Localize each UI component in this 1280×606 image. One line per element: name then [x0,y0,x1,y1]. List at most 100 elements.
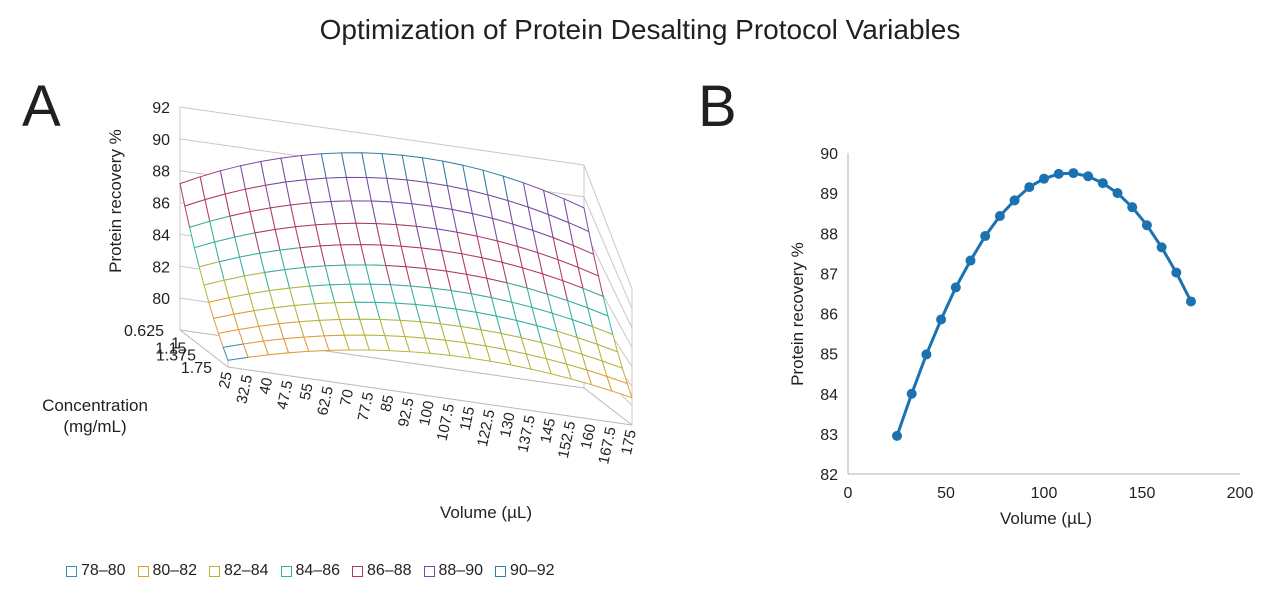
line-chart-series [892,168,1196,441]
line-y-tick-label: 82 [820,467,838,484]
recovery-point [994,210,1005,221]
floor-edge [179,329,229,368]
volume-axis-label: Volume (µL) [440,503,532,522]
recovery-point [1039,173,1049,184]
recovery-point [1156,242,1167,253]
legend-swatch [209,565,220,577]
volume-tick-label: 175 [618,428,640,456]
recovery-point [1141,220,1152,231]
legend-label: 84–86 [295,562,341,579]
recovery-point [936,314,947,325]
concentration-tick-label: 1.15 [155,340,186,357]
legend-label: 78–80 [81,562,126,579]
volume-tick-label: 130 [497,411,519,439]
legend-item: 78–80 [66,562,126,580]
surface-mesh [179,152,633,399]
z-axis-ticks: 80 82 84 86 88 90 92 [152,100,170,308]
volume-tick-label: 145 [537,417,559,445]
z-axis-label: Protein recovery % [106,129,125,273]
floor-edge [583,387,633,426]
line-y-tick-label: 89 [820,186,838,203]
line-y-tick-label: 85 [820,347,838,364]
volume-tick-label: 100 [416,399,438,427]
concentration-tick-label: 1.75 [181,360,212,377]
volume-tick-label: 160 [578,422,600,450]
volume-tick-label: 85 [377,393,397,413]
recovery-point [1112,188,1123,199]
concentration-label-line1: Concentration [42,396,148,415]
volume-tick-label: 47.5 [274,379,297,411]
back-wall-gridline [179,106,585,166]
line-y-tick-label: 88 [820,226,838,243]
recovery-point [1186,296,1196,307]
recovery-point [980,231,991,242]
recovery-point [950,282,961,293]
line-y-tick-label: 86 [820,307,838,324]
z-tick-label: 84 [152,227,170,244]
line-x-axis-label: Volume (µL) [1000,509,1092,528]
figure-title: Optimization of Protein Desalting Protoc… [319,14,961,45]
line-x-tick-label: 150 [1129,485,1156,502]
legend-label: 88–90 [438,562,484,579]
recovery-line [895,171,1193,437]
panel-a-label: A [22,74,61,139]
line-chart-ticks: 0 50 100 150 200 82 83 84 85 86 87 88 89 90 [820,146,1253,502]
legend-label: 80–82 [152,562,198,579]
legend-label: 86–88 [367,562,412,579]
line-x-tick-label: 50 [937,485,955,502]
legend-item: 88–90 [423,562,484,580]
recovery-point [892,430,902,441]
volume-tick-label: 55 [297,382,317,402]
z-tick-label: 86 [152,196,170,213]
recovery-point [1009,195,1020,206]
concentration-tick-label: 0.625 [124,323,164,340]
line-x-tick-label: 0 [844,485,853,502]
recovery-point [1171,267,1182,278]
volume-tick-label: 25 [216,370,236,390]
recovery-point [921,349,932,360]
panel-b-label: B [698,74,737,139]
line-x-tick-label: 100 [1031,485,1058,502]
legend-item: 90–92 [495,562,555,580]
concentration-tick-label: 1 [171,335,180,352]
line-y-tick-label: 90 [820,146,838,163]
legend-swatch [280,565,292,577]
z-tick-label: 90 [152,132,170,149]
legend-item: 86–88 [352,562,412,580]
volume-tick-label: 77.5 [355,391,378,423]
legend-label: 82–84 [224,562,269,579]
recovery-point [965,255,976,266]
volume-tick-label: 32.5 [233,373,256,405]
legend-swatch [495,565,506,577]
volume-tick-label: 40 [256,376,276,396]
recovery-point [1024,182,1035,193]
recovery-point [1083,171,1094,182]
legend-swatch [423,565,435,577]
z-tick-label: 80 [152,291,170,308]
concentration-tick-label: 1.375 [156,348,196,365]
volume-tick-label: 92.5 [395,396,418,428]
legend-item: 82–84 [209,562,269,580]
surface-legend: 78–80 80–82 82–84 84–86 86–88 88–90 90–9… [66,562,555,580]
recovery-point [1053,168,1064,179]
z-tick-label: 82 [152,259,170,276]
line-y-tick-label: 84 [820,387,838,404]
volume-tick-label: 62.5 [314,385,337,417]
line-chart-axes [847,153,1240,475]
volume-tick-label: 115 [457,405,479,432]
volume-tick-label: 70 [337,388,357,408]
side-wall-gridline [583,164,633,290]
legend-item: 80–82 [137,562,198,580]
recovery-point [906,388,917,399]
legend-swatch [137,565,149,577]
z-tick-label: 92 [152,100,170,117]
line-y-tick-label: 87 [820,266,838,283]
legend-item: 84–86 [280,562,341,580]
line-y-axis-label: Protein recovery % [788,242,807,386]
line-x-tick-label: 200 [1227,485,1254,502]
z-tick-label: 88 [152,164,170,181]
line-y-tick-label: 83 [820,427,838,444]
